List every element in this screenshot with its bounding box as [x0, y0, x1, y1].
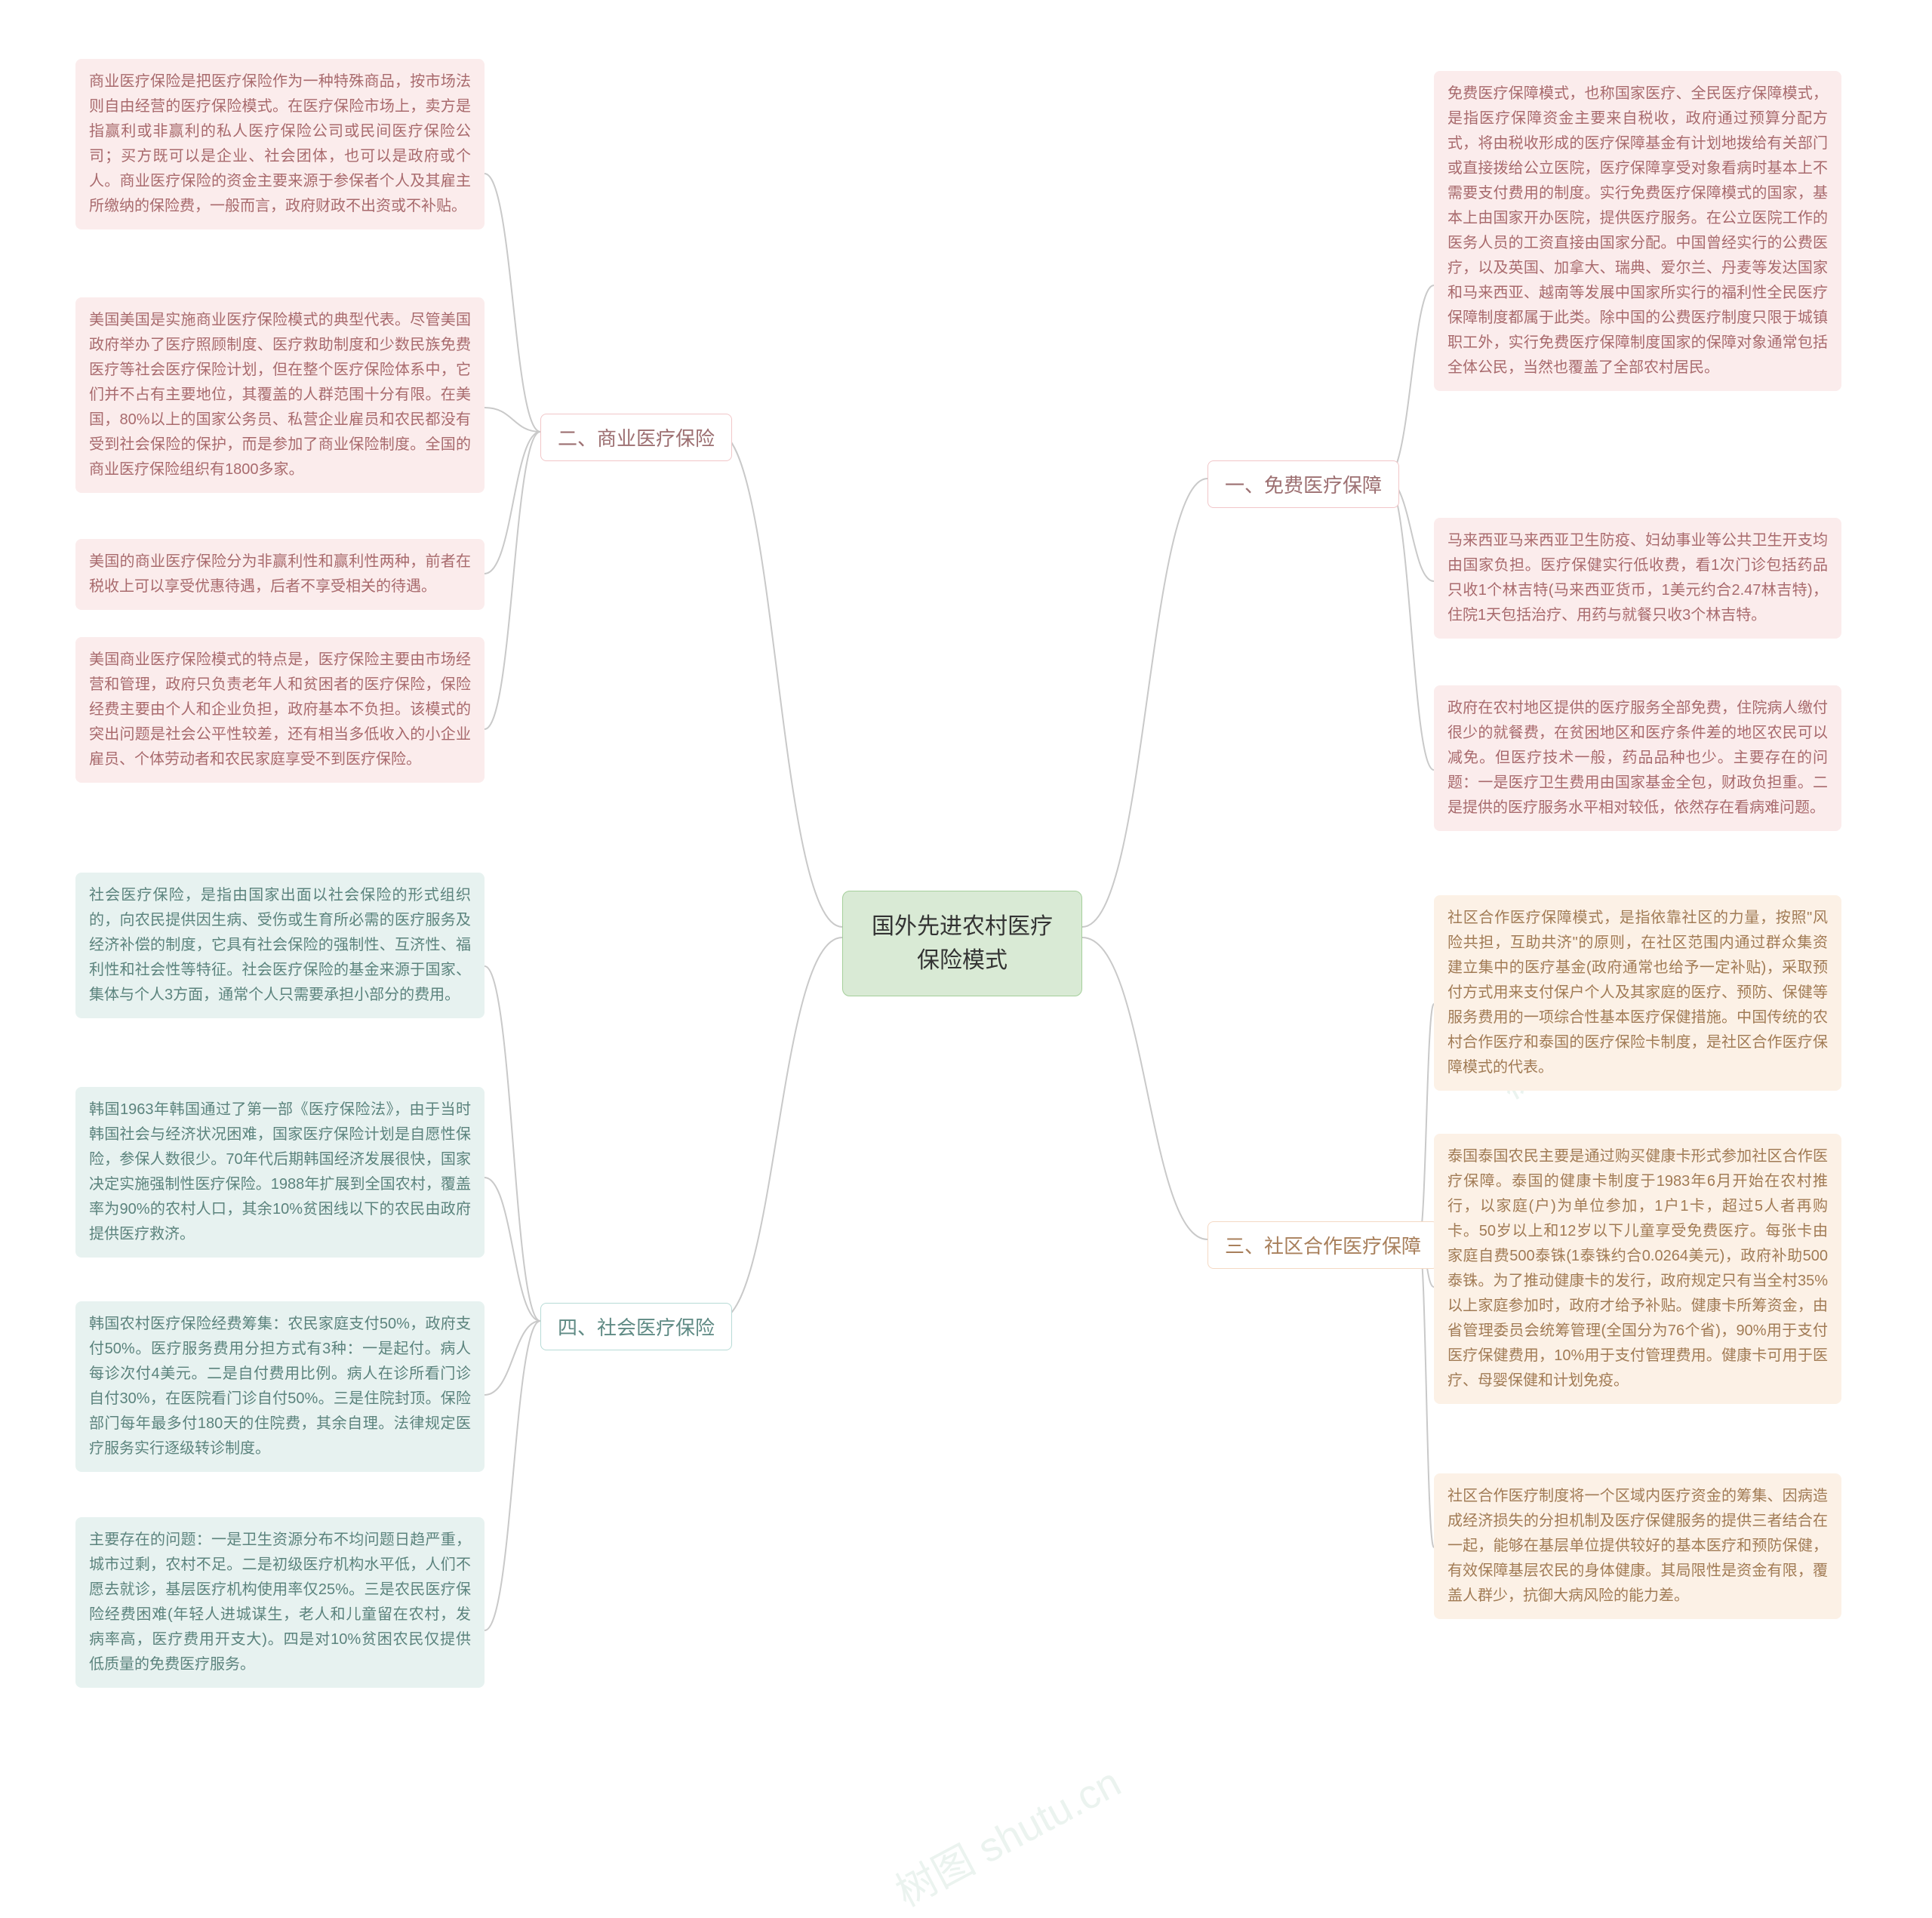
- leaf-b1-2: 马来西亚马来西亚卫生防疫、妇幼事业等公共卫生开支均由国家负担。医疗保健实行低收费…: [1434, 518, 1841, 639]
- leaf-b2-1: 商业医疗保险是把医疗保险作为一种特殊商品，按市场法则自由经营的医疗保险模式。在医…: [75, 59, 485, 229]
- leaf-b2-4: 美国商业医疗保险模式的特点是，医疗保险主要由市场经营和管理，政府只负责老年人和贫…: [75, 637, 485, 783]
- leaf-b4-4: 主要存在的问题：一是卫生资源分布不均问题日趋严重，城市过剩，农村不足。二是初级医…: [75, 1517, 485, 1688]
- central-node: 国外先进农村医疗保险模式: [842, 891, 1082, 996]
- branch-commercial-insurance: 二、商业医疗保险: [540, 414, 732, 461]
- watermark: 树图 shutu.cn: [884, 1750, 1130, 1918]
- leaf-b4-2: 韩国1963年韩国通过了第一部《医疗保险法》，由于当时韩国社会与经济状况困难，国…: [75, 1087, 485, 1258]
- central-title: 国外先进农村医疗保险模式: [872, 914, 1053, 973]
- branch-free-medical: 一、免费医疗保障: [1208, 460, 1399, 508]
- leaf-b1-1: 免费医疗保障模式，也称国家医疗、全民医疗保障模式，是指医疗保障资金主要来自税收，…: [1434, 71, 1841, 391]
- leaf-b3-1: 社区合作医疗保障模式，是指依靠社区的力量，按照"风险共担，互助共济"的原则，在社…: [1434, 895, 1841, 1091]
- leaf-b4-3: 韩国农村医疗保险经费筹集：农民家庭支付50%，政府支付50%。医疗服务费用分担方…: [75, 1301, 485, 1472]
- leaf-b3-2: 泰国泰国农民主要是通过购买健康卡形式参加社区合作医疗保障。泰国的健康卡制度于19…: [1434, 1134, 1841, 1404]
- leaf-b3-3: 社区合作医疗制度将一个区域内医疗资金的筹集、因病造成经济损失的分担机制及医疗保健…: [1434, 1473, 1841, 1619]
- branch-social-insurance: 四、社会医疗保险: [540, 1303, 732, 1350]
- leaf-b4-1: 社会医疗保险，是指由国家出面以社会保险的形式组织的，向农民提供因生病、受伤或生育…: [75, 873, 485, 1018]
- leaf-b2-2: 美国美国是实施商业医疗保险模式的典型代表。尽管美国政府举办了医疗照顾制度、医疗救…: [75, 297, 485, 493]
- leaf-b2-3: 美国的商业医疗保险分为非赢利性和赢利性两种，前者在税收上可以享受优惠待遇，后者不…: [75, 539, 485, 610]
- leaf-b1-3: 政府在农村地区提供的医疗服务全部免费，住院病人缴付很少的就餐费，在贫困地区和医疗…: [1434, 685, 1841, 831]
- branch-community-coop: 三、社区合作医疗保障: [1208, 1221, 1438, 1269]
